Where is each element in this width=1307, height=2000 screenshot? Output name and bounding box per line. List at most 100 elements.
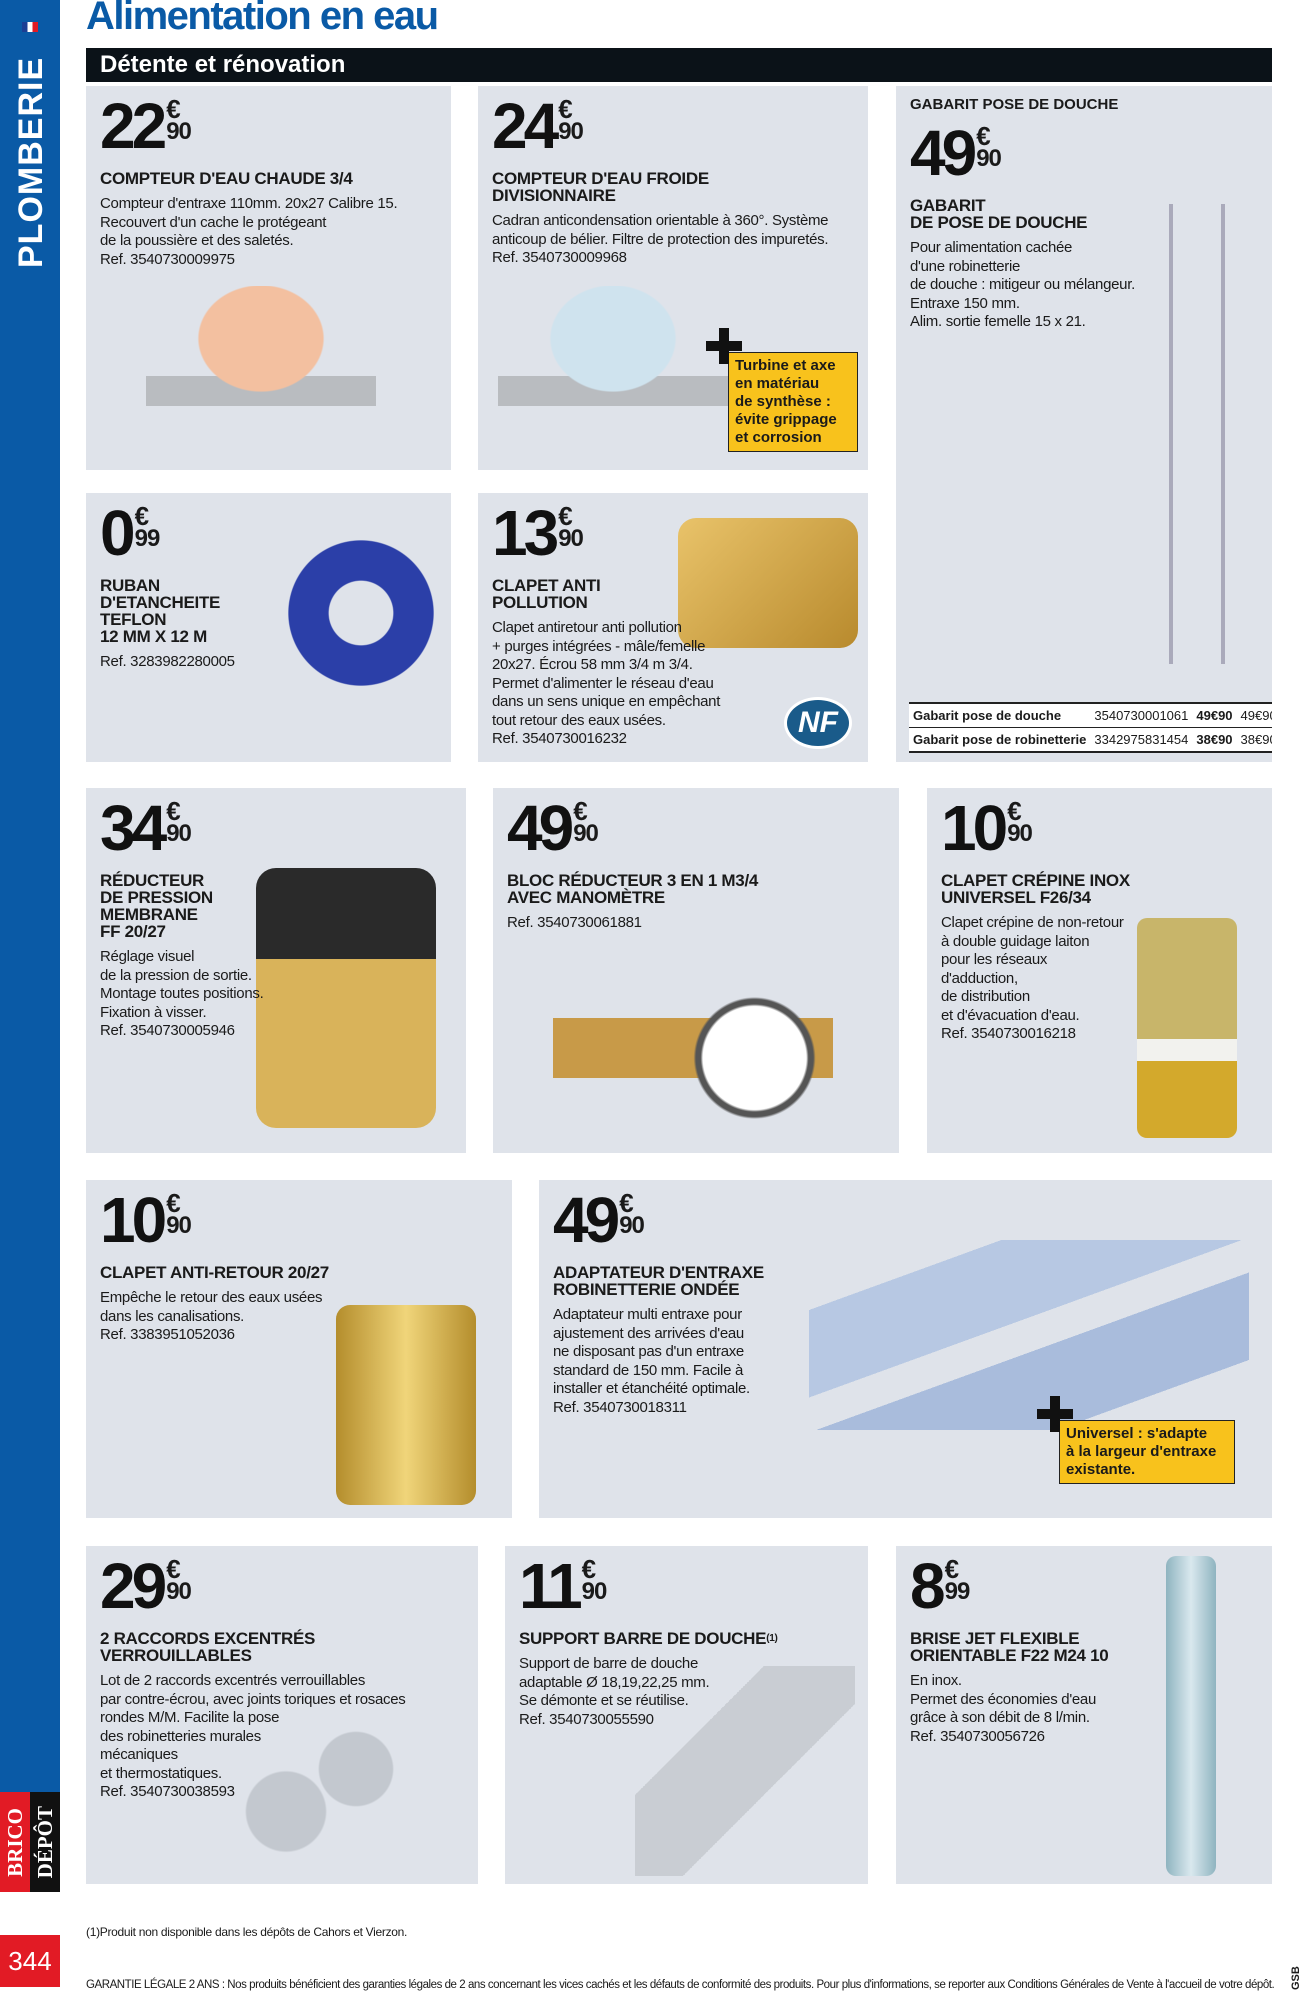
product-card[interactable]: 24 €90 COMPTEUR D'EAU FROIDE DIVISIONNAIRE…: [478, 86, 868, 470]
currency-symbol: €: [166, 1554, 181, 1584]
product-reference: Ref. 3383951052036: [100, 1326, 235, 1343]
product-description: Lot de 2 raccords excentrés verrouillabl…: [100, 1672, 406, 1782]
product-card[interactable]: 10 €90 CLAPET ANTI-RETOUR 20/27 Empêche le …: [86, 1180, 512, 1518]
product-title: BRISE JET FLEXIBLE ORIENTABLE F22 M24 10: [910, 1629, 1109, 1665]
product-reference: Ref. 3540730055590: [519, 1710, 654, 1728]
product-title: 2 RACCORDS EXCENTRÉS VERROUILLABLES: [100, 1630, 405, 1664]
price-cents: 90: [976, 145, 1002, 172]
price-cents: 90: [619, 1212, 645, 1239]
product-reference: Ref. 3540730061881: [507, 914, 642, 931]
currency-symbol: €: [944, 1554, 960, 1584]
product-title-text: CLAPET ANTI-RETOUR 20/27: [100, 1263, 329, 1282]
eccentric-fittings-image: [226, 1701, 426, 1871]
footnote: (1)Produit non disponible dans les dépôt…: [86, 1925, 408, 1939]
currency-symbol: €: [1007, 796, 1022, 826]
shower-template-image: [1162, 204, 1232, 664]
currency-symbol: €: [558, 94, 573, 124]
product-description: Réglage visuel de la pression de sortie.…: [100, 948, 264, 1021]
product-reference: Ref. 3540730056726: [910, 1727, 1045, 1745]
variant-name: Gabarit pose de robinetterie: [909, 727, 1091, 753]
product-price: 10 €90: [941, 792, 1130, 864]
product-reference: Ref. 3540730018311: [553, 1398, 687, 1416]
footer-code: GSB: [1290, 1966, 1302, 1990]
product-card[interactable]: 13 €90 CLAPET ANTI POLLUTION Clapet antiret…: [478, 493, 868, 762]
shower-bar-support-image: [635, 1666, 855, 1876]
price-euros: 49: [553, 1184, 620, 1256]
logo-black-panel: DÉPÔT: [30, 1792, 60, 1892]
product-card[interactable]: GABARIT POSE DE DOUCHE 49 €90 GABARIT DE PO…: [896, 86, 1272, 762]
category-strip: PLOMBERIE: [0, 0, 60, 1792]
flexible-jet-breaker-image: [1166, 1556, 1216, 1876]
product-title: SUPPORT BARRE DE DOUCHE(1): [519, 1630, 778, 1647]
footnote-marker: (1): [766, 1633, 778, 1644]
table-row: Gabarit pose de robinetterie 334297583145…: [909, 727, 1272, 753]
brico-depot-logo: BRICO DÉPÔT: [0, 1792, 60, 1892]
price-cents: 90: [581, 1578, 608, 1605]
product-reference: Ref. 3283982280005: [100, 653, 235, 670]
product-card[interactable]: 29 €90 2 RACCORDS EXCENTRÉS VERROUILLABLES…: [86, 1546, 478, 1884]
product-price: 49 €90: [910, 117, 1135, 189]
price-euros: 13: [492, 497, 559, 569]
price-cents: 90: [166, 118, 192, 145]
product-description: Empêche le retour des eaux usées dans le…: [100, 1289, 323, 1325]
product-title: CLAPET CRÉPINE INOX UNIVERSEL F26/34: [941, 872, 1130, 906]
logo-text-depot: DÉPÔT: [33, 1805, 57, 1879]
price-cents: 90: [573, 820, 599, 847]
product-price: 22 €90: [100, 94, 397, 158]
price-euros: 49: [507, 792, 574, 864]
price-euros: 29: [100, 1550, 167, 1622]
variant-price: 38€90: [1192, 727, 1237, 753]
section-title: Détente et rénovation: [86, 48, 1272, 82]
price-cents: 90: [166, 1212, 192, 1239]
product-card[interactable]: 8 €99 BRISE JET FLEXIBLE ORIENTABLE F22 M2…: [896, 1546, 1272, 1884]
product-card[interactable]: 34 €90 RÉDUCTEUR DE PRESSION MEMBRANE FF 2…: [86, 788, 466, 1153]
price-cents: 90: [1007, 820, 1033, 847]
product-price: 49 €90: [507, 792, 758, 864]
product-title-text: BLOC RÉDUCTEUR 3 EN 1 M3/4 AVEC MANOMÈTR…: [507, 871, 759, 907]
product-title-text: RUBAN D'ETANCHEITE TEFLON 12 MM X 12 M: [100, 576, 221, 646]
product-reference: Ref. 3540730016218: [941, 1025, 1076, 1042]
brass-nonreturn-valve-image: [336, 1305, 476, 1505]
currency-symbol: €: [134, 501, 150, 531]
brass-check-valve-image: [678, 518, 858, 648]
product-title-text: BRISE JET FLEXIBLE ORIENTABLE F22 M24 10: [910, 1629, 1109, 1665]
product-card[interactable]: 10 €90 CLAPET CRÉPINE INOX UNIVERSEL F26/3…: [927, 788, 1272, 1153]
product-title: CLAPET ANTI-RETOUR 20/27: [100, 1264, 329, 1281]
product-title: ADAPTATEUR D'ENTRAXE ROBINETTERIE ONDÉE: [553, 1264, 764, 1298]
chrome-adapters-image: [809, 1240, 1249, 1430]
product-card[interactable]: 0 €99 RUBAN D'ETANCHEITE TEFLON 12 MM X 12…: [86, 493, 451, 762]
feature-callout: Turbine et axe en matériau de synthèse :…: [728, 352, 858, 452]
product-reference: Ref. 3540730016232: [492, 730, 627, 747]
price-euros: 49: [910, 117, 977, 189]
product-reference: Ref. 3540730009968: [492, 249, 627, 266]
product-card[interactable]: 49 €90 ADAPTATEUR D'ENTRAXE ROBINETTERIE O…: [539, 1180, 1272, 1518]
product-description: Clapet crépine de non-retour à double gu…: [941, 914, 1124, 1024]
product-card[interactable]: 22 €90 COMPTEUR D'EAU CHAUDE 3/4 Compteur d…: [86, 86, 451, 470]
price-euros: 10: [941, 792, 1008, 864]
french-flag-icon: [22, 22, 38, 32]
variant-name: Gabarit pose de douche: [909, 703, 1091, 728]
product-title-text: CLAPET CRÉPINE INOX UNIVERSEL F26/34: [941, 871, 1130, 907]
warranty-notice: GARANTIE LÉGALE 2 ANS : Nos produits bén…: [86, 1979, 1275, 1991]
product-title-text: SUPPORT BARRE DE DOUCHE: [519, 1629, 767, 1648]
nf-certification-badge: NF: [784, 697, 852, 749]
product-description: En inox. Permet des économies d'eau grâc…: [910, 1672, 1097, 1726]
product-title: CLAPET ANTI POLLUTION: [492, 577, 720, 611]
plus-icon: [706, 328, 742, 364]
product-price: 0 €99: [100, 497, 235, 569]
product-price: 13 €90: [492, 497, 720, 569]
product-title-text: 2 RACCORDS EXCENTRÉS VERROUILLABLES: [100, 1629, 316, 1665]
page-number: 344: [0, 1935, 60, 1987]
hot-water-meter-image: [146, 286, 376, 436]
product-top-title: GABARIT POSE DE DOUCHE: [910, 96, 1119, 113]
product-title: COMPTEUR D'EAU FROIDE DIVISIONNAIRE: [492, 170, 828, 204]
product-title-text: CLAPET ANTI POLLUTION: [492, 576, 601, 612]
price-cents: 99: [944, 1578, 971, 1605]
product-description: Support de barre de douche adaptable Ø 1…: [519, 1655, 710, 1709]
product-card[interactable]: 49 €90 BLOC RÉDUCTEUR 3 EN 1 M3/4 AVEC MAN…: [493, 788, 899, 1153]
price-euros: 0: [100, 497, 136, 569]
product-card[interactable]: 11 €90 SUPPORT BARRE DE DOUCHE(1) Support d…: [505, 1546, 868, 1884]
product-description: Clapet antiretour anti pollution + purge…: [492, 619, 721, 729]
currency-symbol: €: [166, 94, 181, 124]
product-title-text: ADAPTATEUR D'ENTRAXE ROBINETTERIE ONDÉE: [553, 1263, 764, 1299]
